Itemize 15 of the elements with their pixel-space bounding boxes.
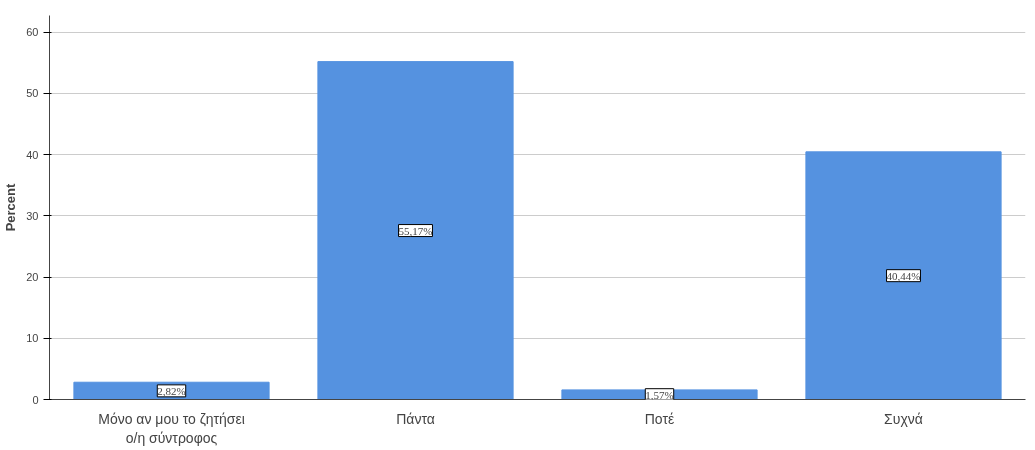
x-tick-label: Ποτέ bbox=[644, 410, 675, 427]
y-tick-label: 10 bbox=[26, 332, 39, 345]
x-tick-label: Πάντα bbox=[396, 410, 435, 427]
y-tick-label: 30 bbox=[26, 209, 39, 222]
y-tick-label: 40 bbox=[26, 148, 39, 161]
y-tick-label: 60 bbox=[26, 26, 39, 39]
y-axis-title: Percent bbox=[3, 182, 19, 232]
data-label: 55,17% bbox=[398, 224, 433, 237]
y-tick-label: 20 bbox=[26, 271, 39, 284]
x-tick-label: Συχνά bbox=[884, 410, 923, 427]
bar bbox=[317, 61, 514, 400]
bar bbox=[805, 151, 1002, 400]
y-tick-label: 50 bbox=[26, 87, 39, 100]
y-tick-label: 0 bbox=[32, 393, 39, 406]
x-tick-label: Μόνο αν μου το ζητήσει ο/η σύντροφος bbox=[98, 410, 245, 446]
